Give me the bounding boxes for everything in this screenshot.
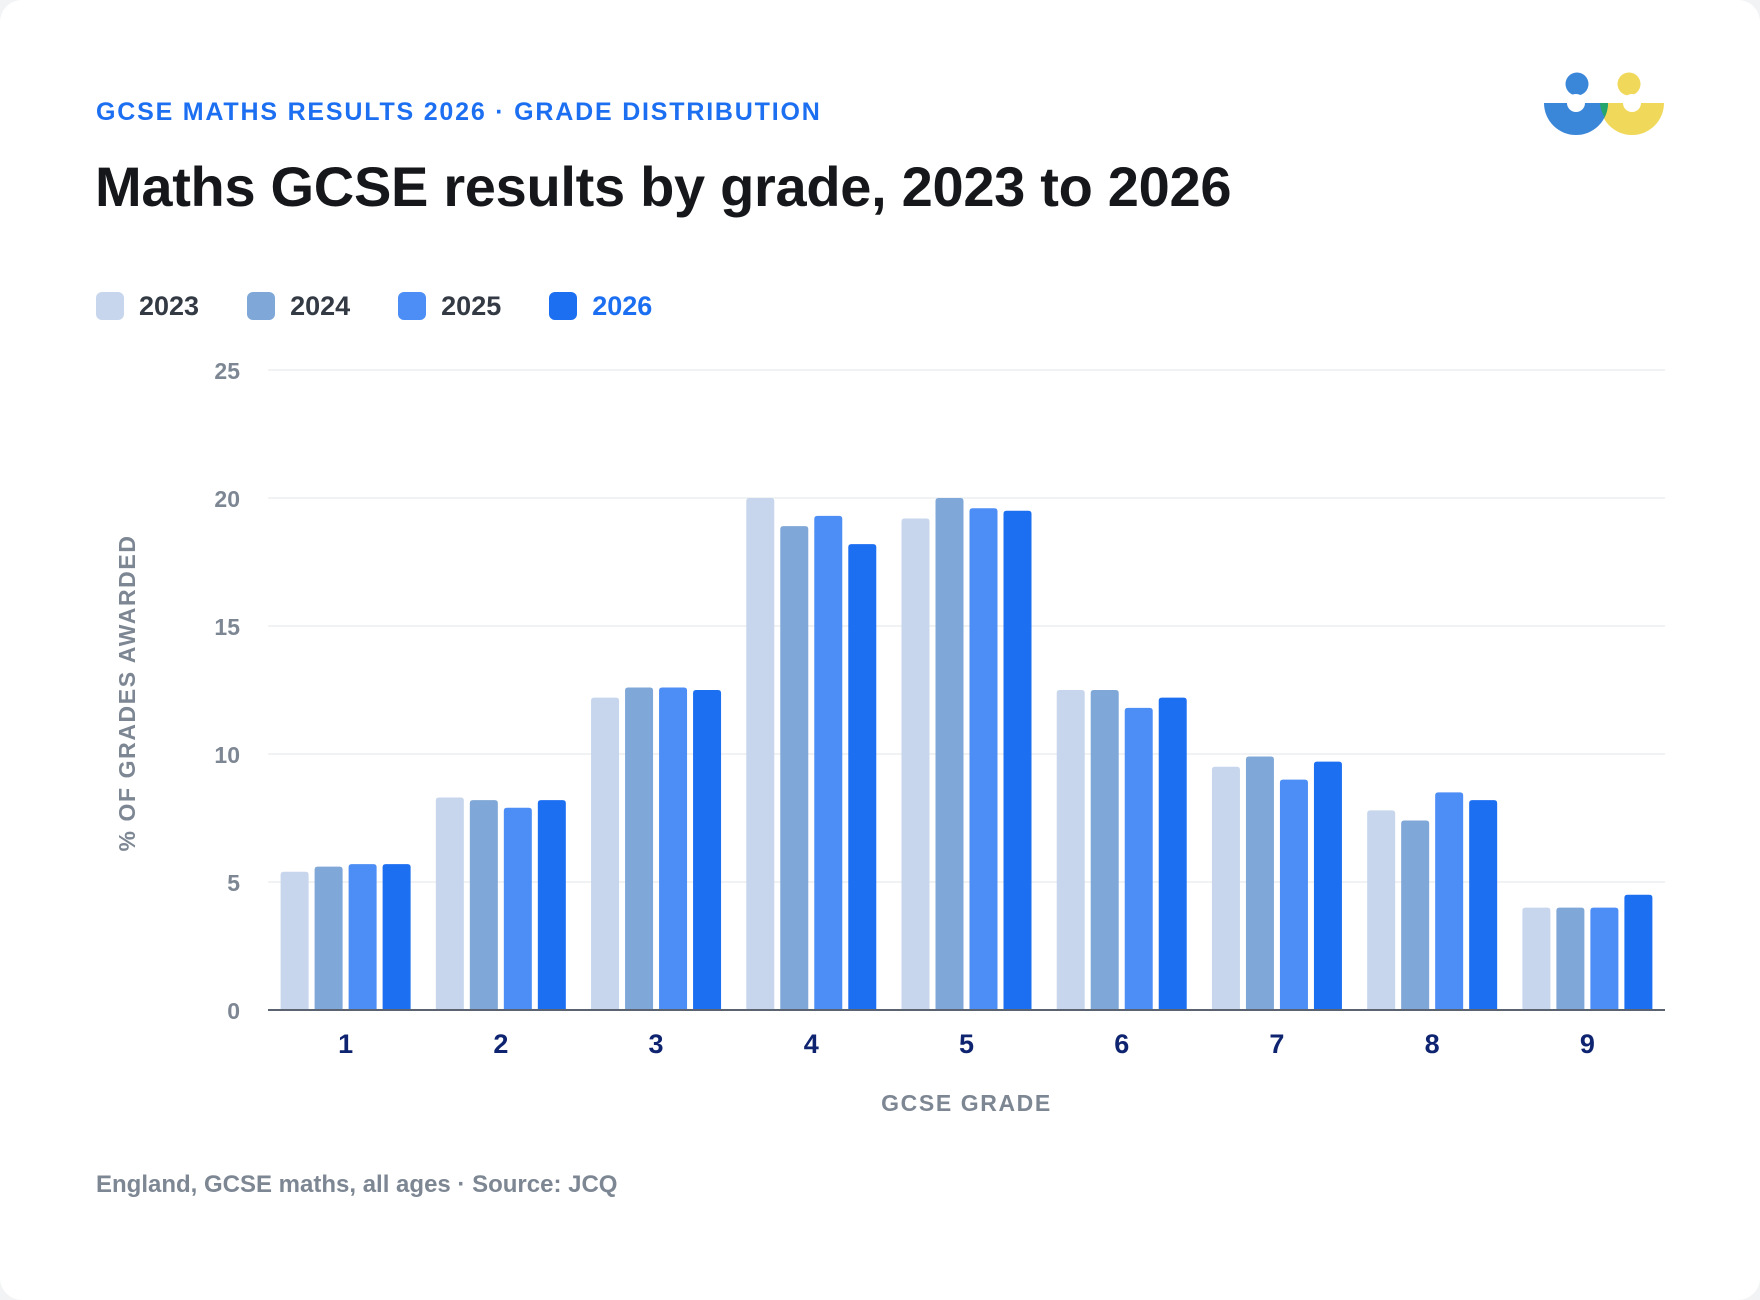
y-tick-label: 25 — [214, 358, 240, 384]
bar-grade-4-2024 — [780, 526, 809, 1010]
bar-grade-8-2024 — [1401, 820, 1430, 1010]
bar-grade-5-2025 — [969, 508, 998, 1010]
y-tick-label: 5 — [227, 870, 240, 896]
bar-grade-6-2025 — [1124, 707, 1153, 1010]
bar-grade-5-2023 — [901, 518, 930, 1010]
bar-grade-9-2024 — [1556, 907, 1585, 1010]
bar-grade-1-2025 — [348, 864, 377, 1010]
legend-label-2024: 2024 — [290, 290, 351, 321]
bar-grade-9-2023 — [1522, 907, 1551, 1010]
x-tick-label: 9 — [1580, 1029, 1595, 1059]
bar-grade-8-2023 — [1367, 810, 1396, 1010]
x-axis-title: GCSE GRADE — [881, 1090, 1052, 1116]
bar-grade-5-2026 — [1003, 510, 1032, 1010]
bar-grade-8-2025 — [1435, 792, 1464, 1010]
bar-grade-3-2026 — [693, 690, 722, 1010]
chart-title: Maths GCSE results by grade, 2023 to 202… — [95, 155, 1232, 218]
legend-swatch-2024 — [247, 292, 276, 320]
bar-grade-3-2024 — [625, 687, 654, 1010]
bar-grade-4-2026 — [848, 544, 877, 1010]
bar-grade-3-2023 — [591, 697, 620, 1010]
bar-grade-1-2026 — [382, 864, 411, 1010]
x-tick-label: 3 — [649, 1029, 664, 1059]
legend-swatch-2023 — [96, 292, 124, 320]
bar-grade-7-2026 — [1313, 761, 1342, 1010]
bar-grade-4-2025 — [814, 515, 843, 1010]
x-tick-label: 8 — [1425, 1029, 1440, 1059]
chart-footnote: England, GCSE maths, all ages · Source: … — [96, 1171, 618, 1198]
chart-legend: 2023 2024 2025 2026 — [96, 290, 700, 322]
x-tick-label: 4 — [804, 1029, 819, 1059]
x-tick-label: 7 — [1269, 1029, 1284, 1059]
bar-grade-9-2026 — [1624, 894, 1653, 1010]
bar-grade-9-2025 — [1590, 907, 1619, 1010]
x-tick-label: 2 — [493, 1029, 508, 1059]
bar-grade-8-2026 — [1469, 800, 1498, 1010]
bar-grade-6-2023 — [1056, 690, 1085, 1010]
legend-item-2026[interactable]: 2026 — [549, 291, 652, 322]
bar-grade-2-2025 — [503, 807, 532, 1010]
legend-label-2023: 2023 — [139, 290, 200, 321]
y-tick-label: 20 — [214, 486, 240, 512]
y-tick-label: 0 — [227, 998, 240, 1024]
y-tick-label: 10 — [214, 742, 240, 768]
bar-grade-1-2024 — [314, 866, 343, 1010]
legend-label-2026: 2026 — [592, 290, 653, 321]
bar-grade-4-2023 — [746, 498, 775, 1010]
bar-grade-7-2024 — [1245, 756, 1274, 1010]
legend-item-2024[interactable]: 2024 — [247, 291, 350, 322]
x-tick-label: 5 — [959, 1029, 974, 1059]
bar-grade-2-2026 — [537, 800, 566, 1010]
bar-grade-7-2023 — [1211, 766, 1240, 1010]
bar-grade-2-2023 — [435, 797, 464, 1010]
x-tick-label: 1 — [338, 1029, 353, 1059]
legend-item-2025[interactable]: 2025 — [398, 291, 501, 322]
legend-item-2023[interactable]: 2023 — [96, 291, 199, 322]
x-tick-label: 6 — [1114, 1029, 1129, 1059]
legend-swatch-2025 — [398, 292, 427, 320]
chart-eyebrow: GCSE MATHS RESULTS 2026 · GRADE DISTRIBU… — [96, 98, 822, 126]
bar-grade-7-2025 — [1279, 779, 1308, 1010]
legend-swatch-2026 — [549, 292, 578, 320]
bar-grade-3-2025 — [659, 687, 688, 1010]
bar-grade-6-2026 — [1158, 697, 1187, 1010]
people-logo-icon — [1544, 72, 1664, 135]
y-tick-label: 15 — [214, 614, 240, 640]
y-axis-title: % OF GRADES AWARDED — [114, 534, 140, 851]
bar-grade-5-2024 — [935, 498, 964, 1010]
grade-distribution-chart: 0 5 10 15 20 25 1 2 3 4 5 6 7 8 9 GCSE GRADE % OF GRADES… — [114, 358, 1665, 1116]
legend-label-2025: 2025 — [441, 290, 502, 321]
bar-grade-2-2024 — [469, 800, 498, 1010]
bar-grade-6-2024 — [1090, 690, 1119, 1010]
bar-grade-1-2023 — [280, 871, 309, 1010]
